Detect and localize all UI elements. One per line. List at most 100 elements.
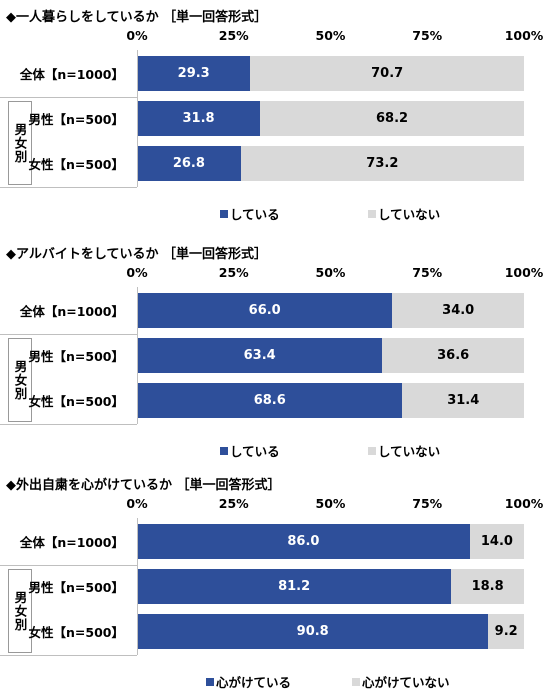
bar-segment: 73.2: [240, 146, 524, 181]
x-tick-label: 75%: [412, 265, 443, 280]
bar-row: 66.0 34.0: [137, 293, 524, 328]
bar-segment: 66.0: [137, 293, 393, 328]
group-label-box: 男女別: [8, 338, 32, 422]
bar-segment: 29.3: [137, 56, 251, 91]
data-label: 81.2: [278, 579, 311, 594]
x-tick-label: 75%: [412, 496, 443, 511]
bar-segment: 81.2: [137, 569, 452, 604]
x-tick-label: 75%: [412, 28, 443, 43]
legend-item: 心がけていない: [352, 672, 450, 691]
x-tick-label: 25%: [218, 496, 249, 511]
chart-title: ◆外出自粛を心がけているか ［単一回答形式］: [6, 478, 281, 493]
x-tick-label: 25%: [218, 28, 249, 43]
plot-area: 29.3 70.7 31.8 68.2 26.8 73.2: [137, 6, 524, 224]
x-tick-label: 50%: [315, 496, 346, 511]
data-label: 86.0: [287, 534, 320, 549]
legend-swatch: [368, 209, 376, 218]
category-label: 男性【n=500】: [28, 349, 124, 364]
x-tick-label: 0%: [126, 28, 148, 43]
data-label: 34.0: [442, 303, 475, 318]
data-label: 68.2: [375, 111, 409, 126]
y-axis-line: [137, 287, 138, 424]
legend-swatch: [220, 446, 228, 455]
data-label: 68.6: [253, 393, 286, 408]
legend-label: している: [230, 444, 280, 459]
chart-panel: ◆外出自粛を心がけているか ［単一回答形式］ 0% 25% 50% 75% 100% 86.…: [0, 474, 550, 692]
legend-item: している: [220, 441, 280, 460]
category-label: 女性【n=500】: [28, 625, 124, 640]
row-separator: [0, 97, 137, 98]
bar-segment: 18.8: [451, 569, 524, 604]
row-separator: [0, 565, 137, 566]
y-axis-line: [137, 518, 138, 655]
bar-segment: 26.8: [137, 146, 241, 181]
legend-item: していない: [368, 204, 440, 223]
bar-segment: 70.7: [250, 56, 524, 91]
legend-label: している: [230, 207, 280, 222]
group-label-box: 男女別: [8, 569, 32, 653]
legend-item: していない: [368, 441, 440, 460]
x-tick-label: 0%: [126, 496, 148, 511]
bar-row: 26.8 73.2: [137, 146, 524, 181]
category-label: 全体【n=1000】: [19, 67, 124, 82]
data-label: 9.2: [494, 624, 518, 639]
row-separator: [0, 334, 137, 335]
x-tick-label: 100%: [504, 28, 544, 43]
bar-segment: 34.0: [392, 293, 524, 328]
x-tick-label: 25%: [218, 265, 249, 280]
category-label: 男性【n=500】: [28, 580, 124, 595]
row-separator: [0, 424, 137, 425]
bar-segment: 14.0: [469, 524, 524, 559]
bar-row: 86.0 14.0: [137, 524, 524, 559]
chart-panel: ◆一人暮らしをしているか ［単一回答形式］ 0% 25% 50% 75% 100% 29.3…: [0, 6, 550, 224]
data-label: 36.6: [437, 348, 470, 363]
legend-label: 心がけている: [216, 675, 292, 690]
x-tick-label: 100%: [504, 496, 544, 511]
category-label: 全体【n=1000】: [19, 535, 124, 550]
bar-segment: 68.6: [137, 383, 403, 418]
y-axis-line: [137, 50, 138, 187]
data-label: 90.8: [296, 624, 329, 639]
bar-row: 90.8 9.2: [137, 614, 524, 649]
data-label: 18.8: [471, 579, 504, 594]
category-label: 全体【n=1000】: [19, 304, 124, 319]
legend-swatch: [352, 677, 360, 686]
legend-item: 心がけている: [206, 672, 291, 691]
group-label-box: 男女別: [8, 101, 32, 185]
chart-panel: ◆アルバイトをしているか ［単一回答形式］ 0% 25% 50% 75% 100% 66.0…: [0, 243, 550, 461]
chart-title: ◆アルバイトをしているか ［単一回答形式］: [6, 247, 268, 262]
bar-row: 29.3 70.7: [137, 56, 524, 91]
legend-item: している: [220, 204, 280, 223]
data-label: 29.3: [177, 66, 210, 81]
bar-row: 63.4 36.6: [137, 338, 524, 373]
x-tick-label: 0%: [126, 265, 148, 280]
category-label: 女性【n=500】: [28, 394, 124, 409]
bar-segment: 63.4: [137, 338, 383, 373]
bar-row: 31.8 68.2: [137, 101, 524, 136]
x-tick-label: 100%: [504, 265, 544, 280]
data-label: 31.4: [447, 393, 480, 408]
bar-row: 81.2 18.8: [137, 569, 524, 604]
legend-swatch: [220, 209, 228, 218]
legend-swatch: [206, 677, 214, 686]
data-label: 66.0: [248, 303, 281, 318]
row-separator: [0, 655, 137, 656]
bar-segment: 86.0: [137, 524, 470, 559]
plot-area: 86.0 14.0 81.2 18.8 90.8 9.2: [137, 474, 524, 692]
data-label: 31.8: [182, 111, 215, 126]
legend-label: していない: [378, 444, 441, 459]
bar-row: 68.6 31.4: [137, 383, 524, 418]
data-label: 73.2: [366, 156, 399, 171]
x-tick-label: 50%: [315, 28, 346, 43]
data-label: 63.4: [243, 348, 276, 363]
bar-segment: 36.6: [382, 338, 524, 373]
data-label: 70.7: [371, 66, 404, 81]
bar-segment: 31.8: [137, 101, 261, 136]
x-tick-label: 50%: [315, 265, 346, 280]
bar-segment: 68.2: [260, 101, 524, 136]
category-label: 女性【n=500】: [28, 157, 124, 172]
bar-segment: 31.4: [402, 383, 524, 418]
legend-label: していない: [378, 207, 441, 222]
data-label: 26.8: [172, 156, 205, 171]
row-separator: [0, 187, 137, 188]
